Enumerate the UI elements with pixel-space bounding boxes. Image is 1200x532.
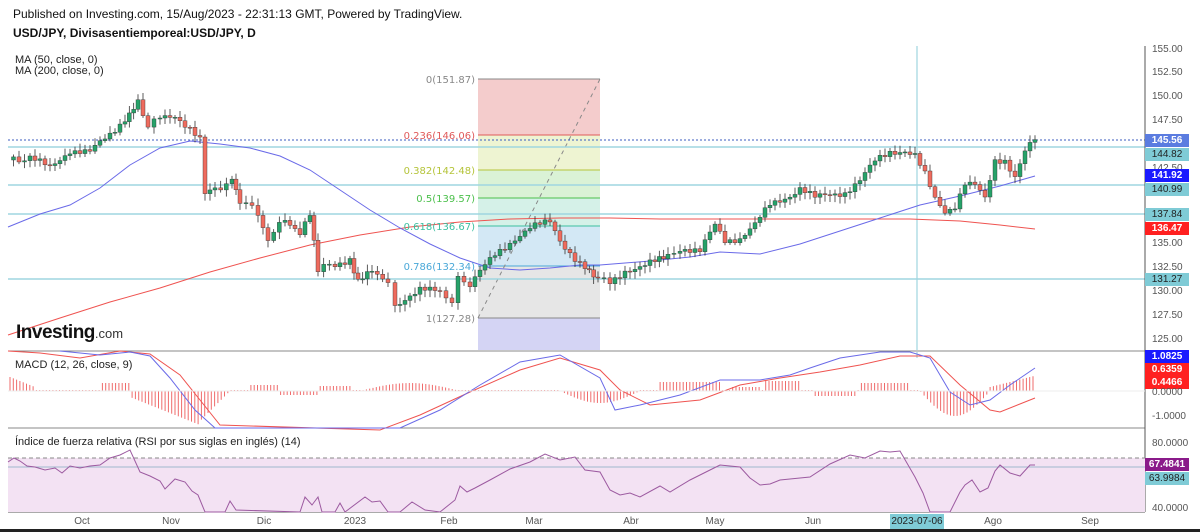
price-tag-last: 145.56 bbox=[1145, 134, 1189, 147]
rsi-band bbox=[8, 458, 1145, 512]
price-tick: 142.50 bbox=[1152, 163, 1183, 174]
macd-tag-signal: 0.6359 bbox=[1145, 363, 1189, 376]
price-tick: 127.50 bbox=[1152, 310, 1183, 321]
rsi-tag-value: 67.4841 bbox=[1145, 458, 1189, 471]
time-label: Ago bbox=[984, 516, 1002, 527]
macd-tag-histogram: 0.4466 bbox=[1145, 376, 1189, 389]
macd-signal-line[interactable] bbox=[7, 350, 1036, 431]
legend-ma200[interactable]: MA (200, close, 0) bbox=[15, 65, 104, 77]
price-tag-hline: 137.84 bbox=[1145, 208, 1189, 221]
rsi-line[interactable] bbox=[7, 449, 1035, 513]
price-tick: 147.50 bbox=[1152, 115, 1183, 126]
fib-label-05: 0.5(139.57) bbox=[416, 194, 475, 205]
macd-histogram[interactable] bbox=[9, 376, 1034, 425]
crosshair-date-tag: 2023-07-06 bbox=[890, 514, 944, 529]
rsi-label[interactable]: Índice de fuerza relativa (RSI por sus s… bbox=[15, 436, 301, 448]
price-tick: 150.00 bbox=[1152, 91, 1183, 102]
fib-label-0618: 0.618(136.67) bbox=[404, 222, 476, 233]
price-tag-hline: 131.27 bbox=[1145, 273, 1189, 286]
time-label: Feb bbox=[440, 516, 458, 527]
legend-ma50[interactable]: MA (50, close, 0) bbox=[15, 54, 98, 66]
price-tick: 125.00 bbox=[1152, 334, 1183, 345]
investing-logo: Investing.com bbox=[16, 322, 124, 343]
fib-label-0382: 0.382(142.48) bbox=[404, 166, 476, 177]
time-label: Mar bbox=[525, 516, 543, 527]
ma50-line[interactable] bbox=[7, 140, 1036, 271]
fib-label-1: 1(127.28) bbox=[426, 314, 475, 325]
ma-legend: MA (50, close, 0) MA (200, close, 0) bbox=[15, 55, 104, 77]
time-label: Dic bbox=[256, 516, 272, 527]
time-label: Abr bbox=[623, 516, 639, 527]
fib-label-0786: 0.786(132.34) bbox=[404, 262, 476, 273]
fib-label-0236: 0.236(146.06) bbox=[404, 131, 476, 142]
price-tag-ma50: 141.92 bbox=[1145, 169, 1189, 182]
price-tick: 132.50 bbox=[1152, 262, 1183, 273]
time-label: Jun bbox=[804, 516, 822, 527]
rsi-tag-ma: 63.9984 bbox=[1145, 472, 1189, 485]
macd-tick: -1.0000 bbox=[1152, 411, 1186, 422]
macd-line[interactable] bbox=[59, 350, 1036, 429]
macd-label[interactable]: MACD (12, 26, close, 9) bbox=[15, 359, 133, 371]
published-caption: Published on Investing.com, 15/Aug/2023 … bbox=[13, 7, 463, 21]
rsi-tick: 80.0000 bbox=[1152, 438, 1189, 449]
time-label: Oct bbox=[74, 516, 90, 527]
candlesticks[interactable] bbox=[11, 92, 1038, 313]
price-tag-hline: 144.82 bbox=[1145, 148, 1189, 161]
fibonacci-retracement[interactable] bbox=[477, 78, 601, 350]
price-tick: 130.00 bbox=[1152, 286, 1183, 297]
symbol-title: USD/JPY, Divisasentiemporeal:USD/JPY, D bbox=[13, 26, 256, 40]
time-label: May bbox=[705, 516, 725, 527]
price-tick: 155.00 bbox=[1152, 44, 1183, 55]
price-tag-hline: 140.99 bbox=[1145, 183, 1189, 196]
horizontal-lines[interactable] bbox=[8, 139, 1145, 280]
bottom-border bbox=[0, 529, 1200, 532]
price-tag-ma200: 136.47 bbox=[1145, 222, 1189, 235]
price-tick: 152.50 bbox=[1152, 67, 1183, 78]
macd-tag-macd: 1.0825 bbox=[1145, 350, 1189, 363]
price-tick: 135.00 bbox=[1152, 238, 1183, 249]
time-label: Sep bbox=[1081, 516, 1099, 527]
fib-label-0: 0(151.87) bbox=[426, 75, 475, 86]
rsi-tick: 40.0000 bbox=[1152, 503, 1189, 514]
time-label: Nov bbox=[162, 516, 180, 527]
time-label: 2023 bbox=[343, 516, 367, 527]
macd-tick: 0.0000 bbox=[1152, 387, 1183, 398]
